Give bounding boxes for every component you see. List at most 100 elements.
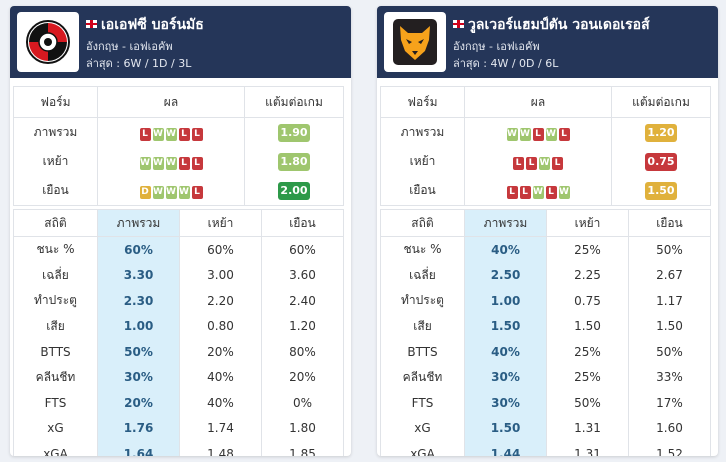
result-badge: L (526, 156, 537, 170)
stat-home: 1.31 (546, 415, 629, 441)
stat-home: 0.75 (546, 288, 629, 314)
stat-row: เฉลี่ย 2.50 2.25 2.67 (381, 262, 711, 288)
stat-home: 25% (546, 236, 629, 263)
result-badge: W (506, 127, 518, 141)
stat-home: 1.48 (179, 441, 262, 456)
stat-home: 60% (179, 236, 262, 263)
result-badge: W (558, 185, 570, 199)
stat-row: xGA 1.64 1.48 1.85 (14, 441, 344, 456)
stat-away: 1.20 (261, 313, 344, 339)
team-card-home: เอเอฟซี บอร์นมัธ อังกฤษ - เอฟเอคัพ ล่าสุ… (10, 6, 351, 456)
bournemouth-crest-icon (26, 20, 70, 64)
stat-label: ชนะ % (36, 242, 75, 257)
stat-home: 2.25 (546, 262, 629, 288)
stat-overall: 60% (97, 236, 180, 263)
form-row-label: ภาพรวม (400, 125, 445, 139)
form-row-label: ภาพรวม (33, 125, 78, 139)
stat-row: ทำประตู 2.30 2.20 2.40 (14, 288, 344, 314)
stat-label: เสีย (46, 318, 65, 333)
stats-header: สถิติ (13, 209, 98, 237)
stat-label: เฉลี่ย (42, 267, 69, 282)
result-badge: L (191, 156, 203, 170)
form-row-label: เหย้า (42, 154, 69, 168)
result-badge: L (191, 185, 203, 199)
result-badge: L (506, 185, 518, 199)
stat-overall: 1.50 (464, 313, 547, 339)
stat-row: เฉลี่ย 3.30 3.00 3.60 (14, 262, 344, 288)
stat-row: คลีนชีท 30% 25% 33% (381, 364, 711, 390)
stat-label: ชนะ % (403, 242, 442, 257)
stat-row: FTS 30% 50% 17% (381, 390, 711, 416)
stat-away: 2.40 (261, 288, 344, 314)
stat-home: 25% (546, 364, 629, 390)
stat-away: 33% (628, 364, 711, 390)
stat-overall: 20% (97, 390, 180, 416)
stat-overall: 50% (97, 339, 180, 365)
result-badge: L (552, 156, 563, 170)
result-badge: W (152, 156, 164, 170)
stat-row: เสีย 1.50 1.50 1.50 (381, 313, 711, 339)
team-name[interactable]: เอเอฟซี บอร์นมัธ (86, 14, 204, 36)
team-card-away: วูลเวอร์แฮมป์ตัน วอนเดอเรอส์ อังกฤษ - เอ… (377, 6, 718, 456)
stat-label: ทำประตู (34, 293, 77, 308)
ppg-header: แต้มต่อเกม (611, 86, 711, 118)
team-name[interactable]: วูลเวอร์แฮมป์ตัน วอนเดอเรอส์ (453, 14, 650, 36)
stat-away: 1.50 (628, 313, 711, 339)
stat-overall: 1.50 (464, 415, 547, 441)
stat-home: 20% (179, 339, 262, 365)
stat-overall: 1.64 (97, 441, 180, 456)
england-flag-icon (86, 20, 97, 28)
ppg-header: แต้มต่อเกม (244, 86, 344, 118)
stat-home: 1.50 (546, 313, 629, 339)
stat-label: BTTS (40, 344, 71, 359)
result-badge: W (165, 127, 177, 141)
england-flag-icon (453, 20, 464, 28)
overall-header: ภาพรวม (464, 209, 547, 237)
stat-row: xG 1.50 1.31 1.60 (381, 415, 711, 441)
stat-away: 1.85 (261, 441, 344, 456)
stat-away: 17% (628, 390, 711, 416)
result-badge: W (519, 127, 531, 141)
result-badge: W (152, 185, 164, 199)
stat-overall: 1.44 (464, 441, 547, 456)
stat-label: คลีนชีท (35, 369, 76, 384)
stat-overall: 2.30 (97, 288, 180, 314)
stat-row: xG 1.76 1.74 1.80 (14, 415, 344, 441)
stat-overall: 1.00 (464, 288, 547, 314)
form-header: ฟอร์ม (380, 86, 465, 118)
stat-overall: 40% (464, 236, 547, 263)
form-row-label: เหย้า (409, 154, 436, 168)
team-header: วูลเวอร์แฮมป์ตัน วอนเดอเรอส์ อังกฤษ - เอ… (377, 6, 718, 78)
stat-away: 1.17 (628, 288, 711, 314)
ppg-badge: 1.80 (278, 152, 310, 171)
stat-label: FTS (44, 395, 67, 410)
result-badge: L (532, 127, 544, 141)
result-badge: L (191, 127, 203, 141)
team-logo[interactable] (384, 12, 446, 72)
stat-home: 3.00 (179, 262, 262, 288)
stat-home: 1.74 (179, 415, 262, 441)
home-header: เหย้า (546, 209, 629, 237)
stat-home: 40% (179, 364, 262, 390)
stat-label: เฉลี่ย (409, 267, 436, 282)
team-name-text: วูลเวอร์แฮมป์ตัน วอนเดอเรอส์ (468, 17, 650, 33)
stat-row: คลีนชีท 30% 40% 20% (14, 364, 344, 390)
home-header: เหย้า (179, 209, 262, 237)
stats-table: สถิติ ภาพรวม เหย้า เยือน ชนะ % 40% 25% 50% เ… (380, 209, 711, 456)
team-logo[interactable] (17, 12, 79, 72)
league-label: อังกฤษ - เอฟเอคัพ (453, 40, 540, 53)
team-name-text: เอเอฟซี บอร์นมัธ (101, 17, 204, 33)
stat-label: FTS (411, 395, 434, 410)
result-badge: W (539, 156, 550, 170)
ppg-badge: 2.00 (278, 181, 310, 200)
wolves-crest-icon (393, 19, 437, 65)
